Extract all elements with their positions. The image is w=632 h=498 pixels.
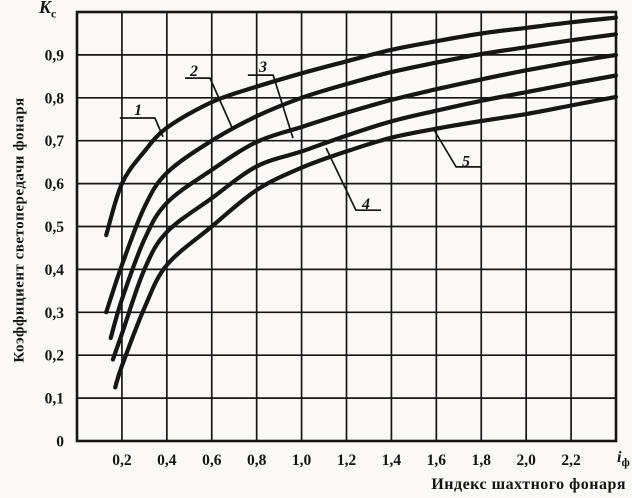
x-axis-symbol: iф [617, 449, 630, 470]
curve-label-3: 3 [258, 59, 267, 76]
y-tick-label: 0,9 [45, 47, 65, 64]
x-axis-title: Индекс шахтного фонаря [431, 476, 626, 493]
leader-line-4 [325, 147, 382, 212]
y-tick-label: 0,7 [45, 133, 65, 150]
y-axis-symbol: Kc [39, 0, 56, 22]
x-tick-label: 0,4 [157, 452, 177, 469]
x-tick-label: 2,2 [561, 452, 581, 469]
curve-3 [108, 52, 619, 341]
y-tick-label: 0,5 [45, 219, 65, 236]
plot-frame [75, 10, 618, 443]
x-tick-label: 1,0 [292, 452, 312, 469]
y-tick-label: 0,2 [45, 348, 65, 365]
y-symbol-subscript: c [51, 6, 57, 21]
x-tick-label: 1,4 [382, 452, 402, 469]
x-tick-label: 0,6 [202, 452, 222, 469]
leader-line-1 [119, 117, 164, 138]
x-tick-label: 2,0 [517, 452, 537, 469]
x-symbol-base: i [617, 449, 622, 466]
x-tick-label: 1,8 [472, 452, 492, 469]
x-tick-label: 0,8 [247, 452, 267, 469]
x-symbol-subscript: ф [621, 455, 630, 470]
x-tick-label: 0,2 [112, 452, 132, 469]
y-tick-label: 0 [56, 434, 64, 451]
y-tick-label: 0,8 [45, 90, 65, 107]
plot-border [75, 10, 618, 443]
data-curves [104, 15, 619, 390]
y-tick-label: 0,3 [45, 305, 65, 322]
curve-label-5: 5 [462, 153, 470, 170]
x-tick-label: 1,2 [337, 452, 357, 469]
y-symbol-base: K [39, 0, 52, 17]
grid-lines [76, 11, 617, 442]
curve-5 [113, 94, 619, 390]
y-axis-title: Коэффициент светопередачи фонаря [11, 97, 28, 363]
y-tick-label: 0,4 [45, 262, 65, 279]
curve-1 [104, 15, 619, 238]
y-tick-label: 0,6 [45, 176, 65, 193]
leader-line-5 [433, 129, 481, 168]
curve-label-4: 4 [361, 196, 370, 213]
curve-number-annotations: 1 2 3 4 5 [119, 59, 481, 213]
curve-label-2: 2 [189, 63, 198, 80]
curve-2 [104, 32, 619, 315]
leader-line-2 [185, 77, 234, 131]
curve-label-1: 1 [134, 102, 142, 119]
x-tick-label: 1,6 [427, 452, 447, 469]
axis-tick-labels: 0,9 0,8 0,7 0,6 0,5 0,4 0,3 0,2 0,1 0 0,2 0,4 0,6 0,8… [45, 47, 581, 469]
leader-line-3 [247, 74, 294, 139]
curve-4 [110, 73, 619, 362]
y-tick-label: 0,1 [45, 391, 64, 408]
